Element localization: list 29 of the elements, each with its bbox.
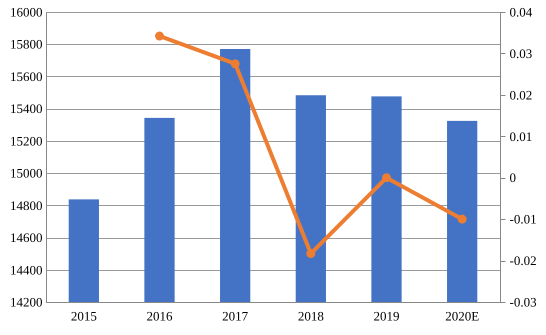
y2-tick-label: 0.01 [510,128,532,144]
y2-tick-label: -0.01 [510,212,537,227]
y2-tick-label: 0.02 [510,87,532,102]
point [382,173,391,182]
point [230,59,240,68]
x-tick-label: 2016 [146,308,173,324]
point [306,249,316,258]
y-tick-label: 15800 [10,36,42,52]
y-tick-label: 15600 [10,68,42,84]
point [458,214,467,224]
y-tick-label: 15200 [10,133,42,148]
x-tick-label: 2017 [222,308,249,324]
y-tick-label: 14800 [10,198,42,213]
y-tick-label: 16000 [10,4,42,20]
x-tick-label: 2018 [298,308,324,324]
y2-tick-label: 0 [510,170,516,186]
y2-tick-label: -0.03 [510,294,537,310]
y2-tick-label: -0.02 [510,253,537,268]
y2-tick-label: 0.03 [510,46,532,61]
x-tick-label: 2020E [445,308,480,324]
y-tick-label: 14400 [10,262,42,278]
y-tick-label: 14200 [10,294,42,310]
x-tick-label: 2015 [70,308,97,324]
y2-tick-label: 0.04 [510,4,533,20]
y-tick-label: 15000 [10,166,42,181]
point [155,32,164,40]
y-tick-label: 15400 [10,101,42,116]
x-tick-label: 2019 [374,308,400,324]
y-tick-label: 14600 [10,230,42,246]
